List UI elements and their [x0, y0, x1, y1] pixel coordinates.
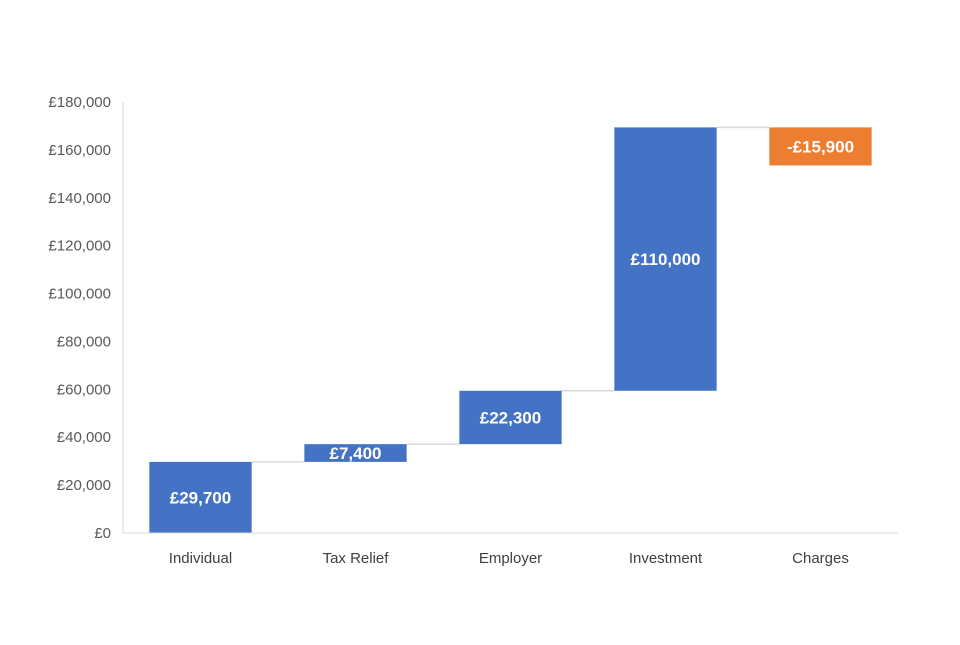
y-tick-label: £180,000: [48, 94, 111, 111]
y-tick-label: £60,000: [57, 381, 111, 398]
y-tick-label: £20,000: [57, 477, 111, 494]
x-axis: Individual Tax Relief Employer Investment Ch…: [123, 532, 898, 567]
bar-value-label: £29,700: [170, 488, 231, 507]
bar-investment: [614, 127, 717, 391]
x-category-label: Individual: [169, 550, 232, 567]
y-tick-label: £40,000: [57, 429, 111, 446]
y-tick-label: £160,000: [48, 142, 111, 159]
bar-value-label: £7,400: [330, 444, 382, 463]
y-tick-label: £0: [94, 525, 111, 542]
x-category-label: Investment: [629, 550, 703, 567]
bar-charges: [769, 127, 872, 166]
y-tick-label: £140,000: [48, 190, 111, 207]
bar-value-label: £22,300: [480, 408, 541, 427]
x-category-label: Charges: [792, 550, 849, 567]
bar-individual: [149, 461, 252, 533]
bar-value-label: £110,000: [631, 250, 701, 269]
x-category-label: Employer: [479, 550, 542, 567]
connector-lines: [251, 126, 770, 463]
y-axis: £0 £20,000 £40,000 £60,000 £80,000 £100,000 £1…: [48, 94, 124, 542]
bar-value-label: -£15,900: [787, 137, 854, 156]
bar-tax-relief: [304, 444, 407, 462]
bars: £29,700 £7,400 £22,300 £110,000 -£15,900: [149, 127, 872, 533]
y-tick-label: £120,000: [48, 238, 111, 255]
y-tick-label: £80,000: [57, 333, 111, 350]
x-category-label: Tax Relief: [323, 550, 390, 567]
bar-employer: [459, 390, 562, 445]
y-tick-label: £100,000: [48, 286, 111, 303]
